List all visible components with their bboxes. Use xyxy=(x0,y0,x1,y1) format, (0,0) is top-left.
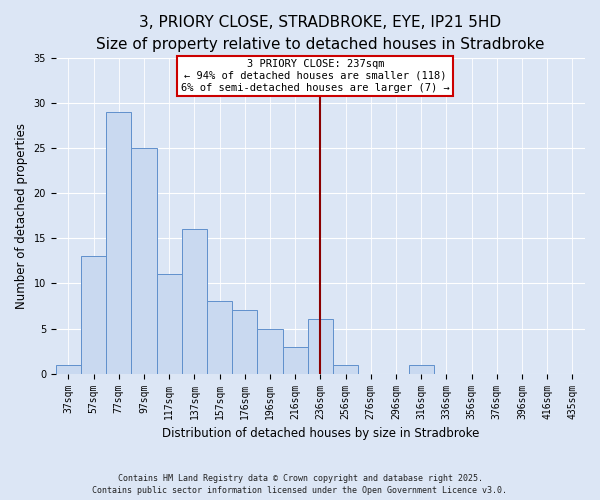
X-axis label: Distribution of detached houses by size in Stradbroke: Distribution of detached houses by size … xyxy=(162,427,479,440)
Bar xyxy=(257,328,283,374)
Bar xyxy=(131,148,157,374)
Bar xyxy=(81,256,106,374)
Bar xyxy=(182,229,207,374)
Bar xyxy=(308,320,333,374)
Text: 3 PRIORY CLOSE: 237sqm
← 94% of detached houses are smaller (118)
6% of semi-det: 3 PRIORY CLOSE: 237sqm ← 94% of detached… xyxy=(181,60,450,92)
Bar xyxy=(283,346,308,374)
Bar xyxy=(207,302,232,374)
Bar xyxy=(157,274,182,374)
Bar xyxy=(106,112,131,374)
Bar xyxy=(232,310,257,374)
Y-axis label: Number of detached properties: Number of detached properties xyxy=(15,122,28,308)
Text: Contains HM Land Registry data © Crown copyright and database right 2025.
Contai: Contains HM Land Registry data © Crown c… xyxy=(92,474,508,495)
Bar xyxy=(409,364,434,374)
Bar xyxy=(333,364,358,374)
Title: 3, PRIORY CLOSE, STRADBROKE, EYE, IP21 5HD
Size of property relative to detached: 3, PRIORY CLOSE, STRADBROKE, EYE, IP21 5… xyxy=(96,15,545,52)
Bar xyxy=(56,364,81,374)
